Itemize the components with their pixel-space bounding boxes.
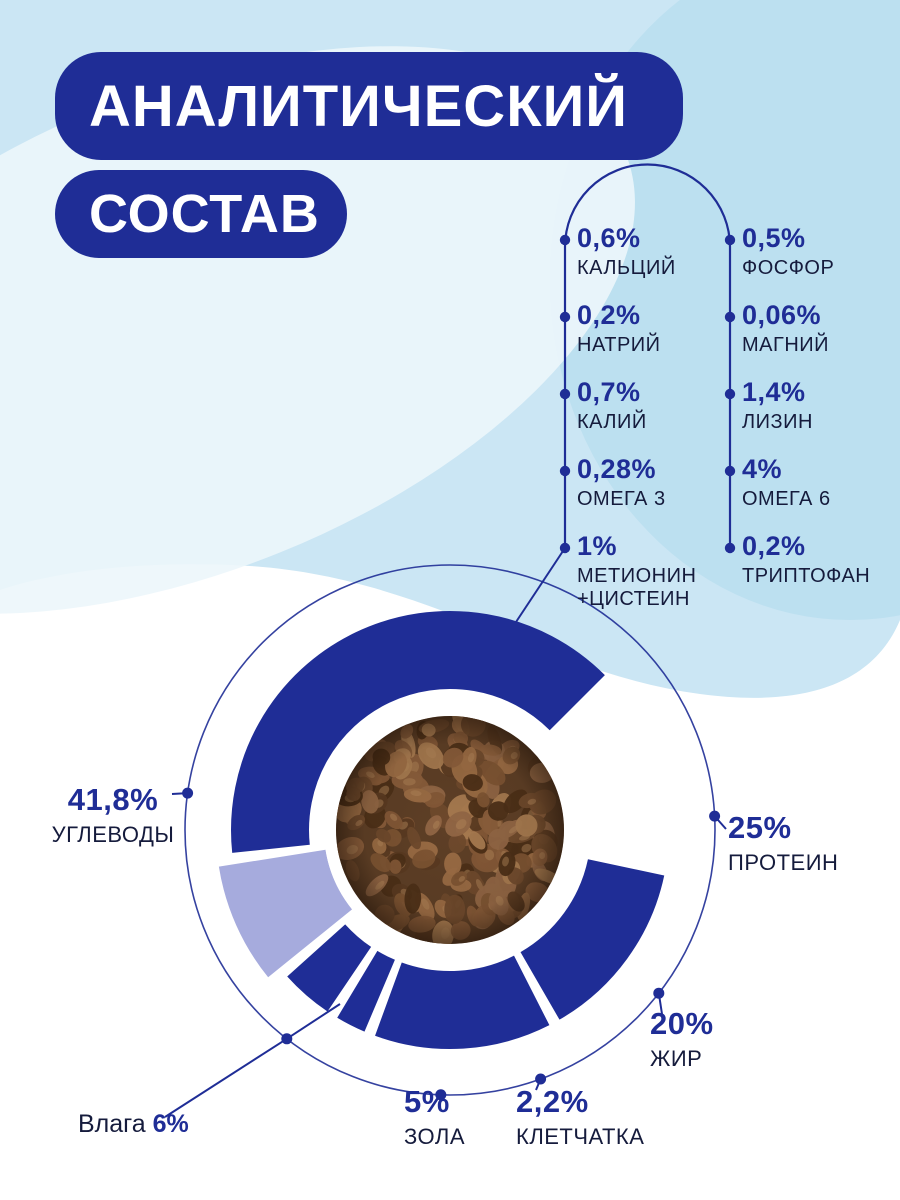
segment-value: 20%: [650, 1006, 714, 1041]
segment-name: ПРОТЕИН: [728, 850, 839, 875]
nutrient-item-omega3: 0,28% ОМЕГА 3: [577, 454, 752, 511]
nutrient-item-methionine: 1% МЕТИОНИН +ЦИСТЕИН: [577, 531, 752, 611]
nutrient-item-omega6: 4% ОМЕГА 6: [742, 454, 900, 511]
chart-label-ash: 5% ЗОЛА: [404, 1084, 465, 1150]
nutrient-name: МЕТИОНИН +ЦИСТЕИН: [577, 565, 697, 610]
nutrient-value: 4%: [742, 454, 783, 484]
segment-name: Влага: [78, 1110, 146, 1138]
title-line-2: СОСТАВ: [55, 170, 347, 258]
nutrient-name: КАЛЬЦИЙ: [577, 257, 676, 279]
segment-name: КЛЕТЧАТКА: [516, 1124, 645, 1149]
chart-label-fat: 20% ЖИР: [650, 1006, 714, 1072]
nutrient-item-lysine: 1,4% ЛИЗИН: [742, 377, 900, 434]
segment-value: 25%: [728, 810, 792, 845]
title-line-1: АНАЛИТИЧЕСКИЙ: [55, 52, 683, 160]
nutrient-value: 0,5%: [742, 223, 806, 253]
nutrient-name: МАГНИЙ: [742, 334, 830, 356]
segment-name: УГЛЕВОДЫ: [51, 822, 175, 847]
nutrient-value: 0,2%: [577, 300, 641, 330]
nutrient-value: 0,7%: [577, 377, 641, 407]
kibble-photo: [336, 716, 564, 944]
nutrient-value: 0,6%: [577, 223, 641, 253]
nutrient-value: 1%: [577, 531, 618, 561]
nutrient-item-calcium: 0,6% КАЛЬЦИЙ: [577, 223, 752, 280]
chart-label-fiber: 2,2% КЛЕТЧАТКА: [516, 1084, 644, 1150]
nutrient-item-potassium: 0,7% КАЛИЙ: [577, 377, 752, 434]
nutrient-value: 1,4%: [742, 377, 806, 407]
nutrient-name: ОМЕГА 6: [742, 488, 831, 510]
nutrient-item-magnesium: 0,06% МАГНИЙ: [742, 300, 900, 357]
chart-label-moisture: Влага 6%: [78, 1110, 189, 1139]
nutrient-item-phosphorus: 0,5% ФОСФОР: [742, 223, 900, 280]
nutrient-item-tryptophan: 0,2% ТРИПТОФАН: [742, 531, 900, 588]
kibble-photo-rim: [324, 704, 576, 956]
nutrient-name: ЛИЗИН: [742, 411, 813, 433]
nutrient-name: ФОСФОР: [742, 257, 835, 279]
segment-name: ЖИР: [650, 1046, 703, 1071]
segment-value: 41,8%: [67, 782, 159, 817]
nutrient-name: ОМЕГА 3: [577, 488, 666, 510]
nutrient-value: 0,2%: [742, 531, 806, 561]
nutrient-name: ТРИПТОФАН: [742, 565, 871, 587]
nutrient-name: КАЛИЙ: [577, 411, 647, 433]
chart-label-carbohydrates: 41,8% УГЛЕВОДЫ: [48, 782, 178, 848]
segment-value: 5%: [404, 1084, 450, 1119]
nutrient-value: 0,28%: [577, 454, 657, 484]
chart-label-protein: 25% ПРОТЕИН: [728, 810, 838, 876]
nutrient-name: НАТРИЙ: [577, 334, 661, 356]
nutrient-value: 0,06%: [742, 300, 822, 330]
segment-value: 6%: [152, 1110, 189, 1138]
bracket-to-chart-line: [515, 547, 566, 623]
segment-value: 2,2%: [516, 1084, 589, 1119]
segment-name: ЗОЛА: [404, 1124, 466, 1149]
nutrient-item-sodium: 0,2% НАТРИЙ: [577, 300, 752, 357]
